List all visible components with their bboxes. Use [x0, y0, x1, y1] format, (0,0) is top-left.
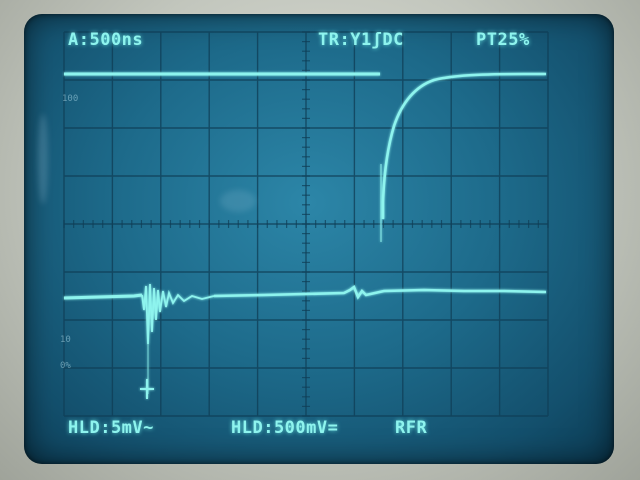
- timebase-readout: A:500ns: [68, 30, 144, 50]
- oscilloscope-screen: 100 10 0% A:500ns TR:Y1ʃDC PT25% HLD:5mV…: [24, 14, 614, 464]
- trigger-cursor-marker: [140, 379, 154, 399]
- screen-edge-reflection: [38, 114, 48, 204]
- graticule-mark-0: 0%: [60, 361, 71, 371]
- mode-readout: RFR: [395, 418, 428, 438]
- lower-trace-mid: [213, 284, 547, 300]
- upper-trace-edge: [381, 72, 546, 219]
- graticule-mark-100: 100: [62, 94, 79, 104]
- graticule-mark-10: 10: [60, 335, 71, 345]
- channel2-readout: HLD:500mV=: [231, 418, 339, 438]
- scope-display: [63, 31, 549, 417]
- lower-trace-ringing: [141, 283, 215, 345]
- channel1-readout: HLD:5mV~: [68, 418, 154, 438]
- trigger-readout: TR:Y1ʃDC: [318, 30, 404, 50]
- graticule-minor-ticks: [63, 31, 549, 417]
- pretrigger-readout: PT25%: [476, 30, 530, 50]
- screen-reflection: [220, 190, 256, 212]
- lower-trace-left: [63, 293, 143, 300]
